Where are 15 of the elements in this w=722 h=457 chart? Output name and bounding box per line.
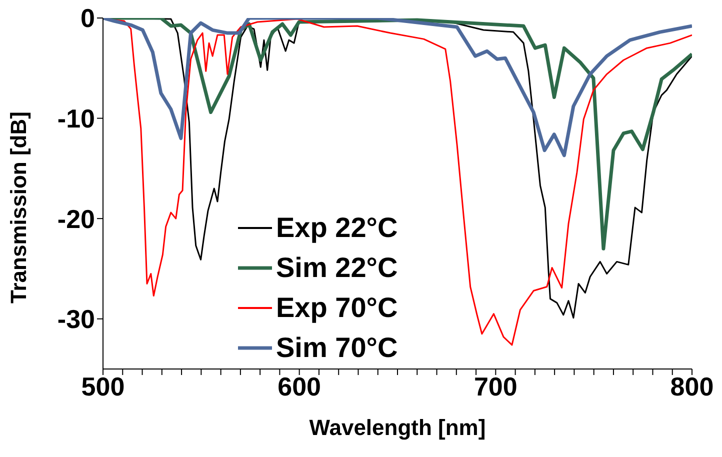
legend-label: Exp 70°C	[276, 291, 398, 325]
legend-label: Exp 22°C	[276, 211, 398, 245]
y-tick-label: 0	[80, 3, 95, 34]
legend-label: Sim 70°C	[276, 331, 398, 365]
x-tick-label: 600	[278, 371, 322, 402]
y-tick-label: -10	[57, 104, 95, 134]
y-axis-title: Transmission [dB]	[6, 112, 31, 304]
line-series	[103, 18, 692, 158]
y-tick-label: -20	[57, 204, 95, 234]
x-axis-title: Wavelength [nm]	[309, 415, 486, 440]
y-tick-label: -30	[57, 304, 95, 334]
x-tick-label: 700	[474, 371, 518, 402]
x-tick-label: 500	[81, 371, 125, 402]
x-tick-label: 800	[670, 371, 714, 402]
legend-label: Sim 22°C	[276, 251, 398, 285]
